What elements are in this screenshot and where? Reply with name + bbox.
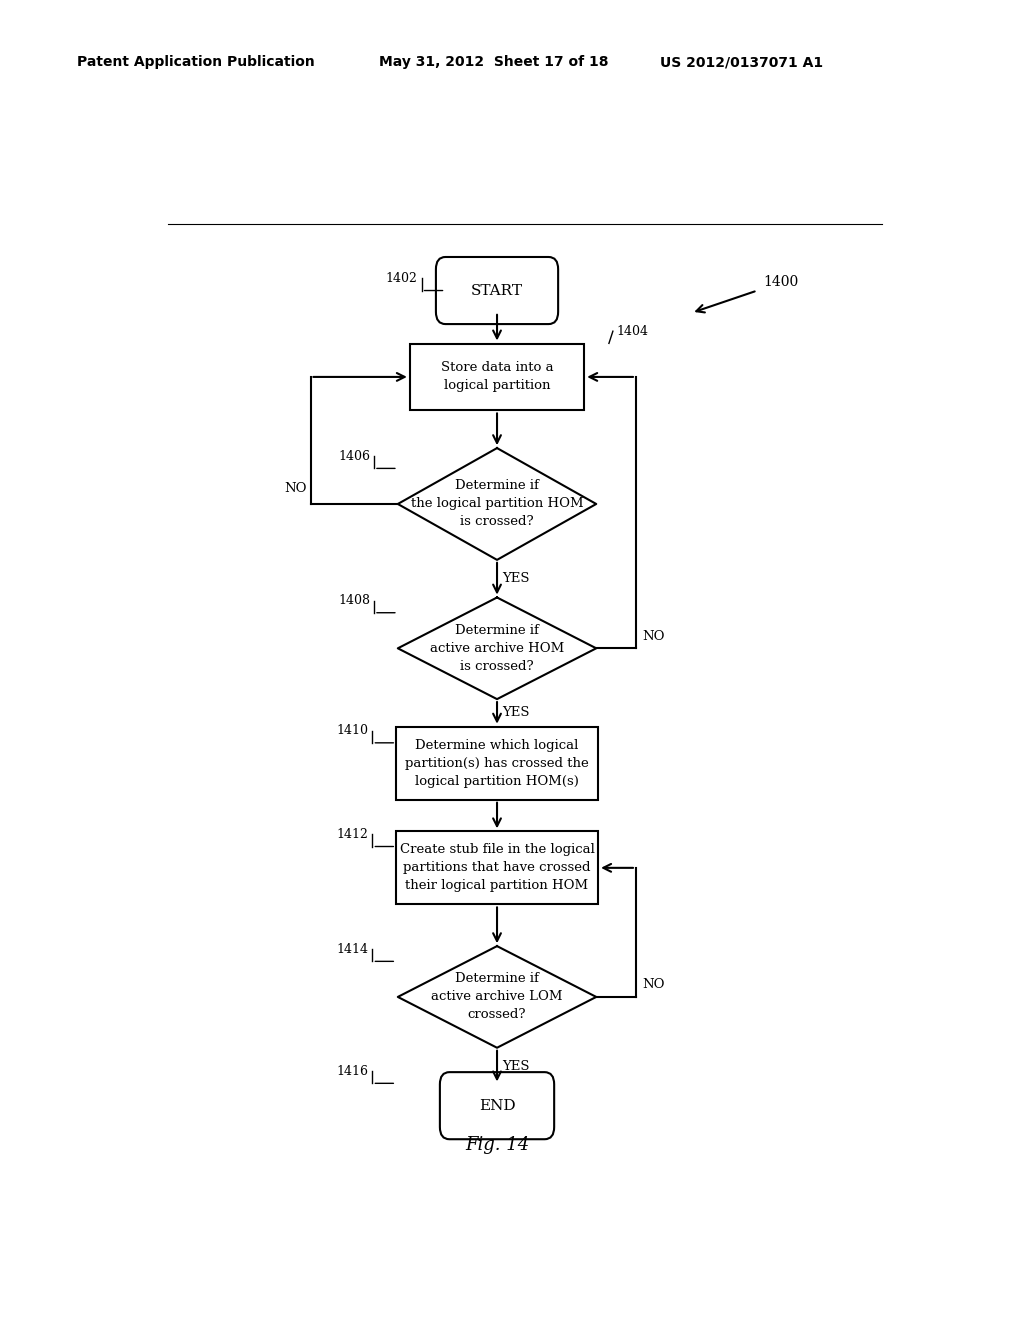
Text: Patent Application Publication: Patent Application Publication <box>77 55 314 70</box>
Text: NO: NO <box>642 978 665 991</box>
Text: US 2012/0137071 A1: US 2012/0137071 A1 <box>660 55 823 70</box>
Bar <box>396 726 598 800</box>
Bar <box>396 832 598 904</box>
Text: YES: YES <box>503 706 530 719</box>
Text: 1408: 1408 <box>338 594 370 607</box>
Text: Determine if
the logical partition HOM
is crossed?: Determine if the logical partition HOM i… <box>411 479 584 528</box>
Text: Determine if
active archive LOM
crossed?: Determine if active archive LOM crossed? <box>431 973 563 1022</box>
Text: 1410: 1410 <box>337 725 369 737</box>
Polygon shape <box>397 447 596 560</box>
Text: Store data into a
logical partition: Store data into a logical partition <box>440 362 553 392</box>
Text: Create stub file in the logical
partitions that have crossed
their logical parti: Create stub file in the logical partitio… <box>399 843 595 892</box>
Text: YES: YES <box>503 572 530 585</box>
Text: Fig. 14: Fig. 14 <box>465 1137 529 1155</box>
Text: NO: NO <box>284 482 306 495</box>
Text: YES: YES <box>503 1060 530 1073</box>
Text: Determine which logical
partition(s) has crossed the
logical partition HOM(s): Determine which logical partition(s) has… <box>406 739 589 788</box>
Text: 1416: 1416 <box>337 1065 369 1077</box>
Polygon shape <box>397 598 596 700</box>
Text: 1406: 1406 <box>338 450 370 463</box>
Polygon shape <box>397 946 596 1048</box>
Text: 1400: 1400 <box>763 276 798 289</box>
Text: NO: NO <box>642 630 665 643</box>
Text: 1404: 1404 <box>616 325 649 338</box>
Text: May 31, 2012  Sheet 17 of 18: May 31, 2012 Sheet 17 of 18 <box>379 55 608 70</box>
FancyBboxPatch shape <box>440 1072 554 1139</box>
Text: END: END <box>478 1098 515 1113</box>
Text: 1414: 1414 <box>337 942 369 956</box>
Text: START: START <box>471 284 523 297</box>
Text: 1412: 1412 <box>337 828 369 841</box>
Text: Determine if
active archive HOM
is crossed?: Determine if active archive HOM is cross… <box>430 624 564 673</box>
Bar <box>410 345 585 411</box>
FancyBboxPatch shape <box>436 257 558 325</box>
Text: 1402: 1402 <box>386 272 418 285</box>
